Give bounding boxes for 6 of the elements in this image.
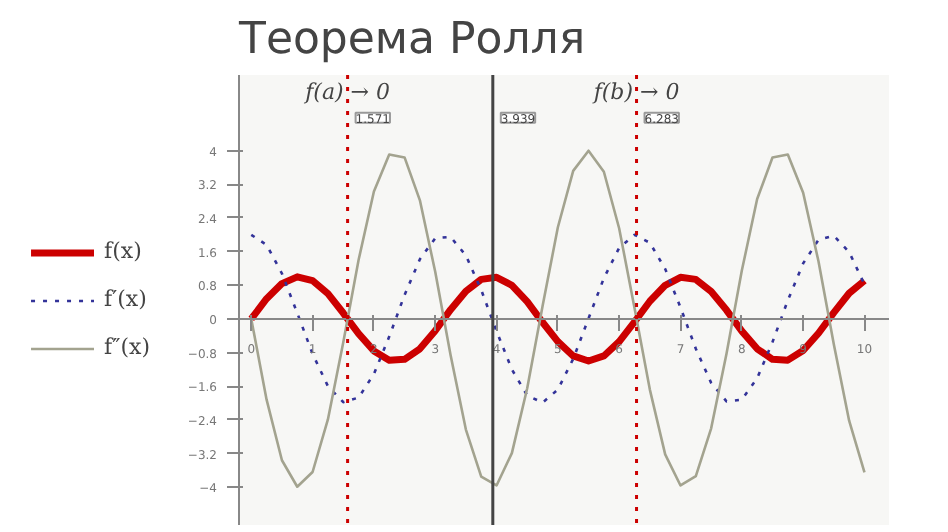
annotation: f(b) → 0 — [591, 78, 680, 105]
chart-title: Теорема Ролля — [237, 15, 586, 65]
annotation: f(a) → 0 — [303, 78, 391, 105]
legend-label: f″(x) — [104, 334, 150, 360]
legend-label: f′(x) — [104, 286, 147, 312]
legend-label: f(x) — [104, 238, 144, 264]
